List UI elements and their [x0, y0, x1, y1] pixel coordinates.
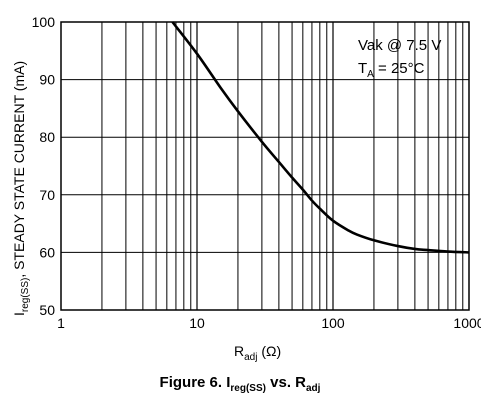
y-tick-label: 50	[39, 302, 55, 318]
annotation-temperature-rest: = 25°C	[374, 60, 425, 77]
series-line	[171, 21, 470, 254]
tick-labels: 1 10 100 1000 50 60 70 80 90 100	[32, 14, 481, 331]
y-axis-label: Ireg(SS), STEADY STATE CURRENT (mA)	[11, 61, 31, 316]
y-tick-label: 100	[32, 14, 56, 30]
annotation-temperature-main: T	[358, 60, 367, 77]
series-curve	[171, 21, 470, 254]
y-tick-label: 90	[39, 72, 55, 88]
y-axis-label-sub: reg(SS)	[20, 278, 31, 312]
x-axis-label-main: R	[234, 343, 244, 359]
annotation-temperature-sub: A	[367, 69, 374, 80]
grid	[61, 22, 469, 310]
x-tick-label: 1	[57, 315, 65, 331]
caption-prefix: Figure 6. I	[160, 374, 231, 391]
y-axis-label-rest: , STEADY STATE CURRENT (mA)	[11, 61, 27, 278]
y-tick-label: 80	[39, 129, 55, 145]
y-tick-label: 70	[39, 187, 55, 203]
x-axis-label: Radj (Ω)	[234, 343, 281, 363]
figure-caption: Figure 6. Ireg(SS) vs. Radj	[160, 374, 321, 394]
x-tick-label: 10	[189, 315, 205, 331]
x-axis-label-sub: adj	[244, 352, 257, 363]
annotation-voltage: Vak @ 7.5 V	[358, 37, 441, 54]
caption-sub2: adj	[306, 383, 321, 394]
y-tick-label: 60	[39, 244, 55, 260]
caption-middle: vs. R	[266, 374, 306, 391]
annotation-temperature: TA = 25°C	[358, 60, 425, 80]
x-axis-label-rest: (Ω)	[257, 343, 281, 359]
x-tick-label: 1000	[453, 315, 481, 331]
plot-frame	[60, 21, 470, 311]
x-tick-label: 100	[321, 315, 345, 331]
y-axis-label-main: I	[11, 312, 27, 316]
caption-sub1: reg(SS)	[230, 383, 266, 394]
plot-border	[60, 21, 470, 311]
